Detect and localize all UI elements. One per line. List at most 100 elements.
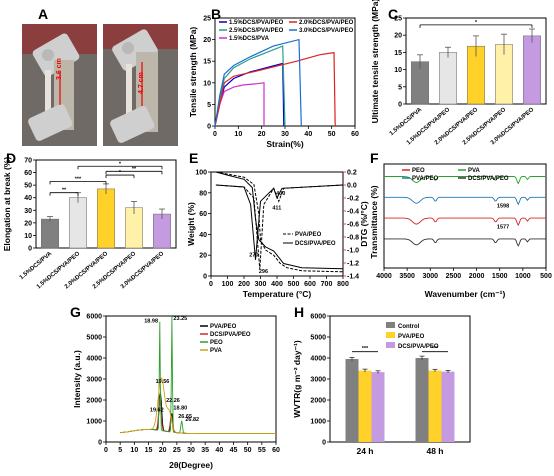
chart-f-legend-label: DCS/PVA/PEO bbox=[468, 176, 509, 182]
chart-h-y-tick-label: 2000 bbox=[310, 398, 326, 405]
measure-left-label: 3.6 cm bbox=[56, 58, 63, 80]
chart-b-y-tick-label: 25 bbox=[203, 16, 211, 23]
chart-d-significance-label: *** bbox=[75, 176, 82, 182]
panel-h: H 0 1000 2000 3000 4000 5000 6000 WVTR(g m⁻² da… bbox=[290, 302, 480, 471]
chart-g-x-tick-label: 60 bbox=[272, 447, 280, 454]
chart-e-y2-tick-label: -0.2 bbox=[347, 196, 359, 203]
chart-d-bar bbox=[97, 188, 115, 249]
chart-d-y-tick-label: 50 bbox=[24, 183, 32, 190]
chart-b-x-tick-label: 20 bbox=[258, 131, 266, 138]
chart-g-legend-label: PVA/PEO bbox=[210, 324, 237, 330]
chart-h-y-tick-label: 5000 bbox=[310, 335, 326, 342]
panel-e: E 0 20 40 60 80 100 0 100 200 300 400 500 600 700 800 0… bbox=[185, 150, 370, 300]
chart-g-x-tick-label: 0 bbox=[104, 447, 108, 454]
chart-h-bar bbox=[441, 371, 455, 442]
chart-f: 4000 3500 3000 2500 2000 1500 1000 500 Wavenumbe… bbox=[369, 163, 552, 299]
chart-f-ylabel: Transmittance (%) bbox=[370, 185, 379, 258]
chart-g-x-tick-label: 40 bbox=[215, 447, 223, 454]
chart-g-legend-label: PEO bbox=[210, 340, 223, 346]
chart-f-series-line bbox=[384, 217, 546, 227]
panel-d: D 0 10 20 30 40 50 60 70 Elongation at break (%)… bbox=[0, 150, 185, 300]
chart-f-x-tick-label: 500 bbox=[540, 273, 552, 280]
chart-e-y-tick-label: 100 bbox=[195, 170, 207, 177]
chart-c-significance-label: * bbox=[475, 20, 478, 26]
chart-f-series-line bbox=[384, 238, 546, 247]
chart-b: 0 5 10 15 20 25 0 10 20 30 40 50 60 Strain(%) Tensile … bbox=[188, 16, 359, 150]
chart-b-x-tick-label: 30 bbox=[281, 131, 289, 138]
chart-b-series-line bbox=[214, 45, 286, 127]
chart-e-y2-tick-label: -0.8 bbox=[347, 235, 359, 242]
panel-c-label: C bbox=[388, 6, 399, 22]
chart-e-x-tick-label: 400 bbox=[271, 281, 283, 288]
chart-g-y-tick-label: 2000 bbox=[86, 398, 102, 405]
chart-c-bar bbox=[439, 52, 457, 105]
chart-g-annotation: 18.98 bbox=[144, 318, 158, 324]
chart-g-y-tick-label: 5000 bbox=[86, 335, 102, 342]
panel-b-label: B bbox=[211, 6, 222, 22]
chart-e-y-tick-label: 80 bbox=[199, 190, 207, 197]
chart-h-bar bbox=[415, 358, 429, 442]
chart-g-annotation: 19.62 bbox=[150, 408, 164, 414]
chart-e-ylabel: Weight (%) bbox=[186, 202, 196, 246]
chart-g-x-tick-label: 10 bbox=[130, 447, 138, 454]
chart-e-y2-tick-label: -0.4 bbox=[347, 209, 359, 216]
panel-a: A 3.6 cm 4.7 cm bbox=[0, 0, 180, 150]
chart-e-x-tick-label: 200 bbox=[238, 281, 250, 288]
chart-g-x-tick-label: 5 bbox=[118, 447, 122, 454]
chart-g-x-tick-label: 45 bbox=[230, 447, 238, 454]
chart-b-legend-label: 3.0%DCS/PVA/PEO bbox=[299, 28, 354, 34]
chart-e-series-line bbox=[215, 184, 344, 260]
panel-b: B 0 5 10 15 20 25 0 10 20 30 40 50 60 Strain(%) Tensil… bbox=[185, 0, 365, 150]
chart-h-y-tick-label: 1000 bbox=[310, 419, 326, 426]
chart-g-annotation: 26.65 bbox=[178, 414, 192, 420]
chart-d-y-tick-label: 40 bbox=[24, 195, 32, 202]
chart-e-annotation: 270 bbox=[249, 253, 258, 259]
chart-e-x-tick-label: 700 bbox=[321, 281, 333, 288]
chart-b-y-tick-label: 0 bbox=[207, 124, 211, 131]
chart-f-series-line bbox=[384, 196, 546, 206]
chart-e-x-tick-label: 500 bbox=[288, 281, 300, 288]
chart-f-x-tick-label: 1500 bbox=[492, 273, 508, 280]
chart-g-legend-label: PVA bbox=[210, 348, 223, 354]
chart-d-bar bbox=[41, 218, 59, 249]
chart-d-significance-label: * bbox=[119, 161, 122, 167]
chart-g-x-tick-label: 50 bbox=[244, 447, 252, 454]
chart-e-x-tick-label: 600 bbox=[304, 281, 316, 288]
chart-f-legend-label: PVA bbox=[468, 168, 481, 174]
chart-h-y-tick-label: 0 bbox=[322, 440, 326, 447]
chart-h-legend-label: DCS/PVA/PEO bbox=[398, 344, 439, 350]
chart-h-y-tick-label: 3000 bbox=[310, 377, 326, 384]
panel-e-label: E bbox=[189, 150, 199, 166]
chart-e-x-tick-label: 800 bbox=[337, 281, 349, 288]
panel-f: F 4000 3500 3000 2500 2000 1500 1000 500 Wavenum… bbox=[369, 150, 554, 300]
chart-e-y2-tick-label: -1.2 bbox=[347, 261, 359, 268]
chart-g-x-tick-label: 20 bbox=[159, 447, 167, 454]
chart-g-series-line bbox=[120, 377, 276, 435]
chart-c-y-tick-label: 25 bbox=[394, 16, 402, 23]
panel-f-label: F bbox=[370, 150, 379, 166]
panel-g-label: G bbox=[70, 304, 81, 320]
chart-b-legend-label: 1.5%DCS/PVA/PEO bbox=[229, 20, 284, 26]
chart-c-y-tick-label: 5 bbox=[398, 84, 402, 91]
chart-h-legend-swatch bbox=[386, 342, 395, 348]
chart-f-series-line bbox=[384, 176, 546, 185]
chart-e-x-tick-label: 300 bbox=[255, 281, 267, 288]
chart-e-series-line bbox=[215, 184, 344, 270]
chart-e-annotation: 296 bbox=[259, 269, 268, 275]
chart-d-y-tick-label: 20 bbox=[24, 220, 32, 227]
chart-g-x-tick-label: 35 bbox=[201, 447, 209, 454]
chart-h-y-tick-label: 6000 bbox=[310, 314, 326, 321]
chart-b-legend-label: 1.5%DCS/PVA bbox=[229, 36, 270, 42]
chart-d-significance-label: * bbox=[119, 170, 122, 176]
chart-b-x-tick-label: 50 bbox=[328, 131, 336, 138]
chart-c-y-tick-label: 10 bbox=[394, 67, 402, 74]
chart-c-ylabel: Ultimate tensile strength (MPa) bbox=[370, 0, 380, 123]
chart-c-bar bbox=[523, 35, 541, 105]
measure-right-label: 4.7 cm bbox=[138, 72, 145, 94]
chart-f-xlabel: Wavenumber (cm⁻¹) bbox=[425, 289, 506, 299]
chart-b-series-line bbox=[214, 51, 336, 127]
chart-g-x-tick-label: 15 bbox=[145, 447, 153, 454]
chart-g-annotation: 26.82 bbox=[185, 417, 199, 423]
chart-g-y-tick-label: 0 bbox=[98, 440, 102, 447]
